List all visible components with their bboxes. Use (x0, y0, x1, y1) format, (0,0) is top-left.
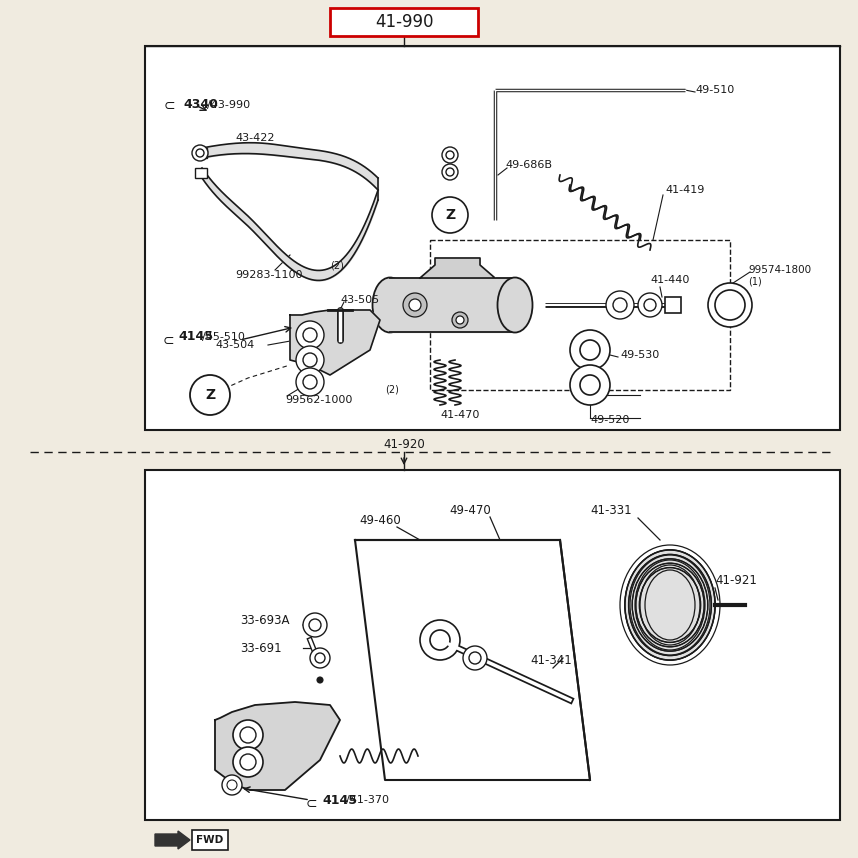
Text: 49-686B: 49-686B (505, 160, 552, 170)
Circle shape (708, 283, 752, 327)
Text: (1): (1) (748, 277, 762, 287)
Text: 49-520: 49-520 (590, 415, 630, 425)
Bar (665, 297, 681, 313)
Text: /45-510: /45-510 (202, 332, 245, 342)
Text: 41-920: 41-920 (384, 438, 425, 451)
Circle shape (303, 375, 317, 389)
Circle shape (196, 149, 204, 157)
Bar (430, 240, 730, 390)
Circle shape (715, 290, 745, 320)
Circle shape (469, 652, 481, 664)
Text: 41-990: 41-990 (375, 13, 433, 31)
Text: 41-331: 41-331 (590, 504, 631, 517)
Text: 33-691: 33-691 (240, 642, 281, 655)
Circle shape (638, 293, 662, 317)
Circle shape (227, 780, 237, 790)
Text: FWD: FWD (196, 835, 224, 845)
Circle shape (315, 653, 325, 663)
Text: 4145: 4145 (322, 794, 357, 807)
Circle shape (192, 145, 208, 161)
Circle shape (303, 613, 327, 637)
Circle shape (580, 340, 600, 360)
Circle shape (233, 747, 263, 777)
Text: 4340: 4340 (183, 99, 218, 112)
Text: 43-505: 43-505 (340, 295, 379, 305)
Circle shape (570, 330, 610, 370)
Circle shape (442, 147, 458, 163)
Ellipse shape (625, 550, 715, 660)
Bar (195, 148, 207, 158)
Bar (330, 8, 478, 36)
Text: 43-504: 43-504 (215, 340, 254, 350)
Bar (145, 470, 840, 820)
Text: 49-470: 49-470 (449, 504, 491, 517)
Circle shape (240, 754, 256, 770)
Circle shape (463, 646, 487, 670)
Circle shape (420, 620, 460, 660)
Text: $\subset$: $\subset$ (160, 98, 176, 112)
Text: Z: Z (445, 208, 455, 222)
Polygon shape (420, 258, 495, 278)
Circle shape (456, 316, 464, 324)
Text: 99283-1100: 99283-1100 (235, 270, 303, 280)
Text: 41-341: 41-341 (530, 654, 571, 667)
Bar (145, 46, 840, 430)
Circle shape (432, 197, 468, 233)
Text: 99562-1000: 99562-1000 (285, 395, 353, 405)
Text: 33-693A: 33-693A (240, 613, 289, 626)
Circle shape (442, 164, 458, 180)
Text: 41-419: 41-419 (665, 185, 704, 195)
Circle shape (296, 321, 324, 349)
Polygon shape (215, 702, 340, 790)
Text: 43-422: 43-422 (235, 133, 275, 143)
Text: 49-530: 49-530 (620, 350, 659, 360)
Text: (2): (2) (385, 385, 399, 395)
Circle shape (317, 677, 323, 683)
Bar (192, 830, 228, 850)
Circle shape (233, 720, 263, 750)
Text: $\subset$: $\subset$ (160, 333, 174, 347)
Text: 99574-1800: 99574-1800 (748, 265, 811, 275)
Circle shape (606, 291, 634, 319)
Circle shape (190, 375, 230, 415)
Text: 41-470: 41-470 (440, 410, 480, 420)
Text: /41-370: /41-370 (346, 795, 389, 805)
Circle shape (580, 375, 600, 395)
Circle shape (430, 630, 450, 650)
Circle shape (240, 727, 256, 743)
FancyArrow shape (155, 831, 190, 849)
Circle shape (296, 346, 324, 374)
Ellipse shape (372, 277, 408, 333)
Ellipse shape (625, 550, 715, 660)
Circle shape (446, 168, 454, 176)
Circle shape (644, 299, 656, 311)
Circle shape (570, 365, 610, 405)
Polygon shape (290, 310, 380, 375)
Circle shape (303, 328, 317, 342)
Text: Z: Z (205, 388, 215, 402)
Circle shape (403, 293, 427, 317)
Circle shape (303, 353, 317, 367)
Text: /43-990: /43-990 (207, 100, 251, 110)
Polygon shape (355, 540, 590, 780)
Circle shape (309, 619, 321, 631)
Circle shape (310, 648, 330, 668)
Circle shape (222, 775, 242, 795)
Circle shape (409, 299, 421, 311)
Circle shape (296, 368, 324, 396)
Text: (2): (2) (330, 260, 344, 270)
Circle shape (446, 151, 454, 159)
Text: 49-510: 49-510 (695, 85, 734, 95)
Ellipse shape (498, 277, 533, 333)
Bar (195, 168, 207, 178)
Circle shape (613, 298, 627, 312)
Text: 4145: 4145 (178, 330, 213, 343)
Circle shape (452, 312, 468, 328)
Text: $\subset$: $\subset$ (303, 796, 317, 810)
Text: 49-460: 49-460 (360, 513, 401, 527)
Text: 41-440: 41-440 (650, 275, 689, 285)
Text: 41-921: 41-921 (715, 573, 757, 587)
